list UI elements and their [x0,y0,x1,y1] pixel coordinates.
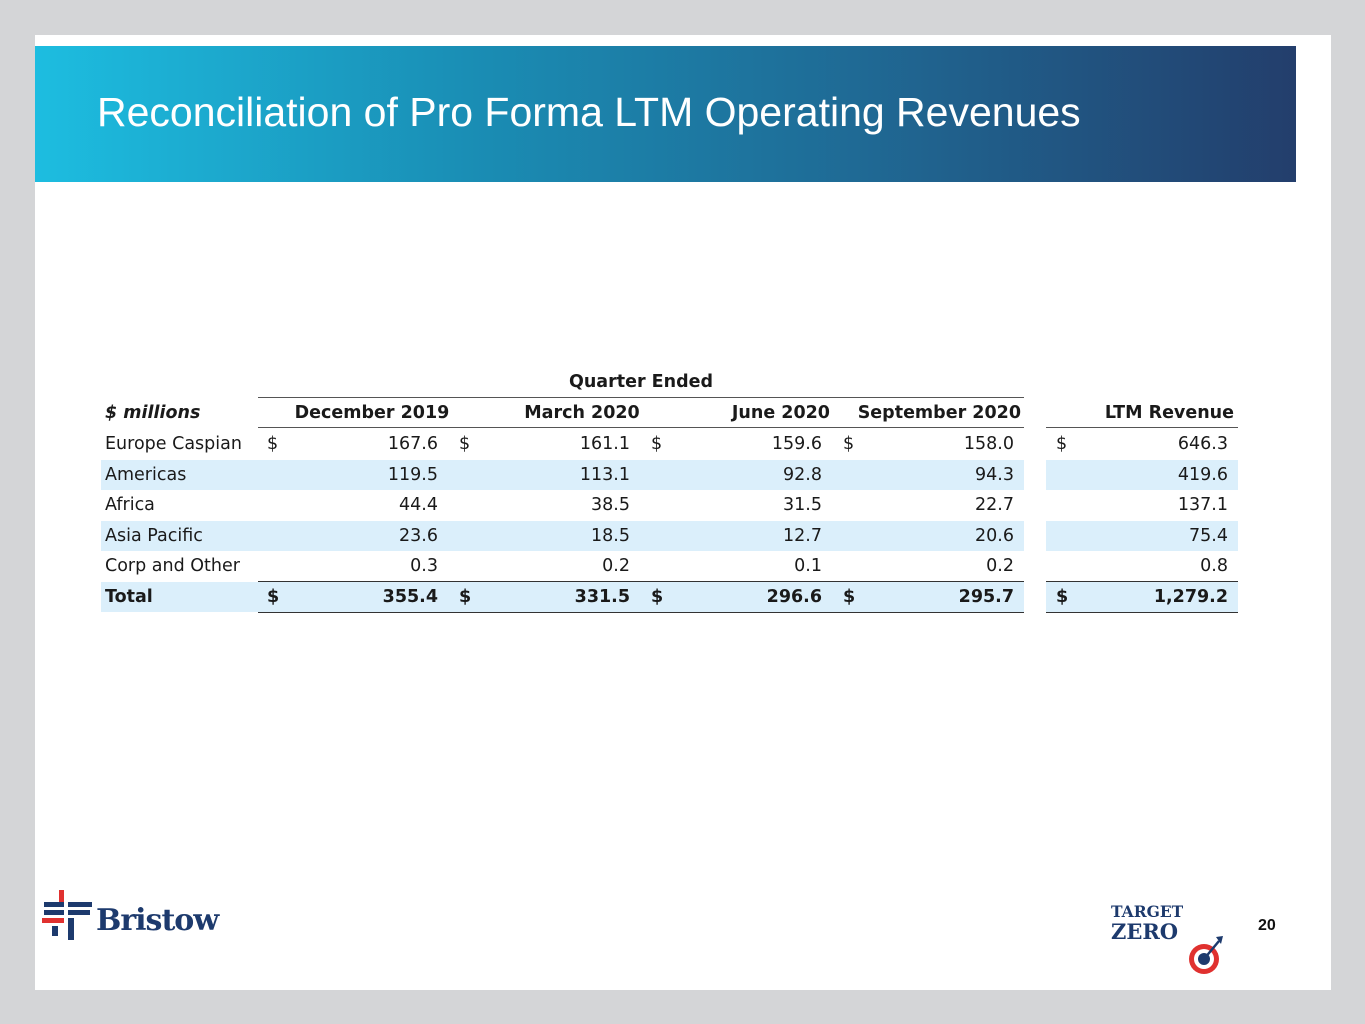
col-header-q1: December 2019 [294,403,450,423]
group-header-rule [258,397,1024,398]
target-icon [1188,935,1224,982]
currency-symbol: $ [267,587,280,607]
total-bottom-rule-ltm [1046,612,1238,613]
value-cell: 31.5 [783,495,822,515]
row-shade-ltm [1046,582,1238,612]
value-cell: 355.4 [382,587,438,607]
ltm-value-cell: 1,279.2 [1153,587,1228,607]
header-rule-ltm [1046,427,1238,428]
value-cell: 0.2 [602,556,630,576]
slide: Reconciliation of Pro Forma LTM Operatin… [35,35,1331,990]
unit-label: $ millions [105,403,201,423]
row-shade [101,521,1024,551]
row-label: Americas [105,465,187,485]
brand-wordmark: Bristow [96,903,219,938]
value-cell: 20.6 [975,526,1014,546]
row-label: Europe Caspian [105,434,242,454]
ltm-value-cell: 0.8 [1200,556,1228,576]
col-header-q3: June 2020 [731,403,830,423]
row-shade [101,582,1024,612]
row-label: Africa [105,495,155,515]
currency-symbol: $ [651,434,663,454]
row-shade-ltm [1046,460,1238,490]
value-cell: 0.3 [410,556,438,576]
value-cell: 44.4 [399,495,438,515]
currency-symbol: $ [459,434,471,454]
currency-symbol: $ [459,587,472,607]
currency-symbol: $ [1056,434,1068,454]
header-rule-quarters [258,427,1024,428]
col-header-q4: September 2020 [857,403,1021,423]
title-banner: Reconciliation of Pro Forma LTM Operatin… [35,46,1296,182]
ltm-value-cell: 646.3 [1177,434,1228,454]
value-cell: 331.5 [574,587,630,607]
currency-symbol: $ [651,587,664,607]
value-cell: 23.6 [399,526,438,546]
total-top-rule-ltm [1046,581,1238,582]
row-shade [101,460,1024,490]
target-zero-logo: TARGET ZERO [1111,904,1183,942]
slide-title: Reconciliation of Pro Forma LTM Operatin… [97,89,1081,135]
currency-symbol: $ [1056,587,1069,607]
value-cell: 161.1 [579,434,630,454]
bristow-logo-icon [42,890,94,945]
target-zero-line2: ZERO [1111,918,1179,944]
row-label: Corp and Other [105,556,240,576]
total-top-rule [258,581,1024,582]
row-shade-ltm [1046,521,1238,551]
row-label: Asia Pacific [105,526,203,546]
value-cell: 119.5 [387,465,438,485]
page-number: 20 [1258,917,1276,934]
value-cell: 18.5 [591,526,630,546]
col-header-ltm: LTM Revenue [1104,403,1234,423]
value-cell: 167.6 [387,434,438,454]
value-cell: 0.1 [794,556,822,576]
total-bottom-rule [258,612,1024,613]
currency-symbol: $ [843,434,855,454]
value-cell: 158.0 [963,434,1014,454]
value-cell: 92.8 [783,465,822,485]
value-cell: 295.7 [958,587,1014,607]
value-cell: 38.5 [591,495,630,515]
row-label: Total [105,587,153,607]
ltm-value-cell: 137.1 [1177,495,1228,515]
value-cell: 22.7 [975,495,1014,515]
target-zero-line1: TARGET [1111,902,1184,921]
currency-symbol: $ [843,587,856,607]
ltm-value-cell: 75.4 [1189,526,1228,546]
col-header-q2: March 2020 [524,403,640,423]
value-cell: 12.7 [783,526,822,546]
value-cell: 296.6 [766,587,822,607]
ltm-value-cell: 419.6 [1177,465,1228,485]
currency-symbol: $ [267,434,279,454]
value-cell: 94.3 [975,465,1014,485]
group-header-quarter-ended: Quarter Ended [568,372,714,392]
value-cell: 159.6 [771,434,822,454]
value-cell: 0.2 [986,556,1014,576]
value-cell: 113.1 [579,465,630,485]
